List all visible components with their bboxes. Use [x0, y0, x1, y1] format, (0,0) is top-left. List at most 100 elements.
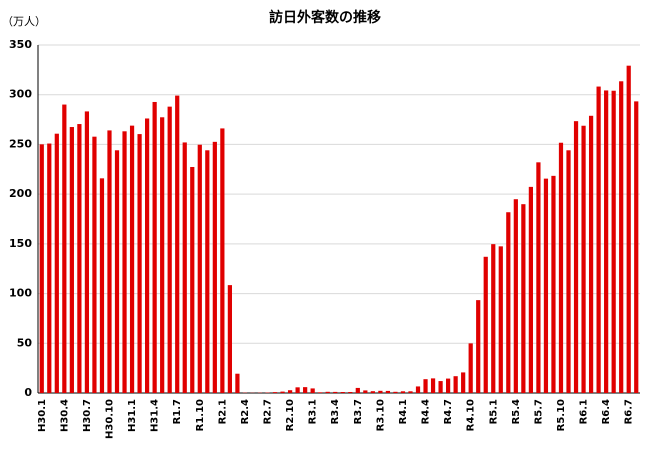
bar	[597, 87, 601, 393]
bar	[183, 142, 187, 393]
bar	[55, 134, 59, 393]
x-tick-label: R4.7	[443, 399, 454, 424]
bar	[514, 199, 518, 393]
y-tick-label: 50	[17, 336, 33, 349]
x-tick-label: R1.7	[172, 399, 183, 424]
bar	[228, 285, 232, 393]
x-tick-label: H31.4	[150, 399, 161, 432]
x-tick-label: H30.10	[104, 399, 115, 439]
bar	[348, 392, 352, 393]
bar	[107, 130, 111, 393]
x-tick-label: R5.7	[533, 399, 544, 424]
bar	[612, 91, 616, 393]
x-tick-label: R4.1	[398, 399, 409, 424]
x-tick-label: R2.7	[263, 399, 274, 424]
bar	[499, 246, 503, 393]
bar	[469, 343, 473, 393]
bar	[566, 150, 570, 393]
bar	[296, 387, 300, 393]
y-tick-label: 200	[9, 187, 32, 200]
x-tick-label: H30.4	[59, 399, 70, 432]
x-tick-label: H30.1	[37, 399, 48, 432]
x-tick-label: R3.10	[375, 399, 386, 431]
bar	[333, 392, 337, 393]
bar	[574, 121, 578, 393]
bar	[85, 111, 89, 393]
x-tick-label: R5.4	[511, 399, 522, 424]
bar	[100, 178, 104, 393]
bar	[544, 179, 548, 393]
bar	[62, 105, 66, 393]
bar	[378, 391, 382, 393]
bar	[559, 143, 563, 393]
bar	[205, 150, 209, 393]
bar	[220, 128, 224, 393]
bar	[130, 126, 134, 393]
bar	[401, 391, 405, 393]
bar	[70, 127, 74, 393]
bar	[153, 102, 157, 393]
y-tick-label: 150	[9, 237, 32, 250]
x-tick-label: R2.1	[217, 399, 228, 424]
bar	[235, 374, 239, 393]
x-tick-label: H31.1	[127, 399, 138, 432]
x-tick-label: R1.10	[195, 399, 206, 431]
bar	[431, 378, 435, 393]
y-tick-label: 350	[9, 38, 32, 51]
y-axis-label: （万人）	[2, 15, 46, 28]
bar	[371, 391, 375, 393]
bar	[529, 187, 533, 393]
bar	[190, 167, 194, 393]
bar	[536, 162, 540, 393]
x-tick-label: R3.4	[330, 399, 341, 424]
chart-title: 訪日外客数の推移	[269, 9, 381, 26]
bar	[581, 126, 585, 393]
bar	[461, 372, 465, 393]
bar	[521, 204, 525, 393]
x-tick-label: R4.4	[421, 399, 432, 424]
x-tick-label: H30.7	[82, 399, 93, 432]
bar	[484, 257, 488, 393]
bar	[551, 176, 555, 393]
x-tick-label: R6.4	[601, 399, 612, 424]
bar	[280, 392, 284, 393]
x-tick-label: R4.10	[466, 399, 477, 431]
bar	[137, 134, 141, 393]
x-tick-label: R2.10	[285, 399, 296, 431]
bar	[416, 386, 420, 393]
bar	[326, 392, 330, 393]
bar	[446, 379, 450, 393]
bar	[619, 81, 623, 393]
bar	[341, 392, 345, 393]
bar	[454, 376, 458, 393]
bar	[318, 392, 322, 393]
y-tick-label: 0	[24, 386, 32, 399]
bar	[386, 391, 390, 393]
bar	[303, 387, 307, 393]
bar	[77, 124, 81, 393]
bar	[311, 388, 315, 393]
bar	[408, 391, 412, 393]
x-tick-label: R3.1	[308, 399, 319, 424]
bar	[634, 101, 638, 393]
bar	[589, 116, 593, 393]
bar	[356, 388, 360, 393]
bar	[506, 212, 510, 393]
bar	[213, 142, 217, 393]
bar	[198, 145, 202, 393]
bar	[92, 137, 96, 393]
x-tick-label: R5.1	[488, 399, 499, 424]
bar	[122, 131, 126, 393]
bar	[40, 144, 44, 393]
x-tick-label: R6.7	[624, 399, 635, 424]
bar	[145, 118, 149, 393]
y-tick-label: 300	[9, 88, 32, 101]
bar	[363, 390, 367, 393]
x-tick-label: R6.1	[579, 399, 590, 424]
y-tick-label: 100	[9, 287, 32, 300]
bar	[627, 66, 631, 393]
bar	[438, 381, 442, 393]
bar	[604, 90, 608, 393]
bar	[288, 390, 292, 393]
